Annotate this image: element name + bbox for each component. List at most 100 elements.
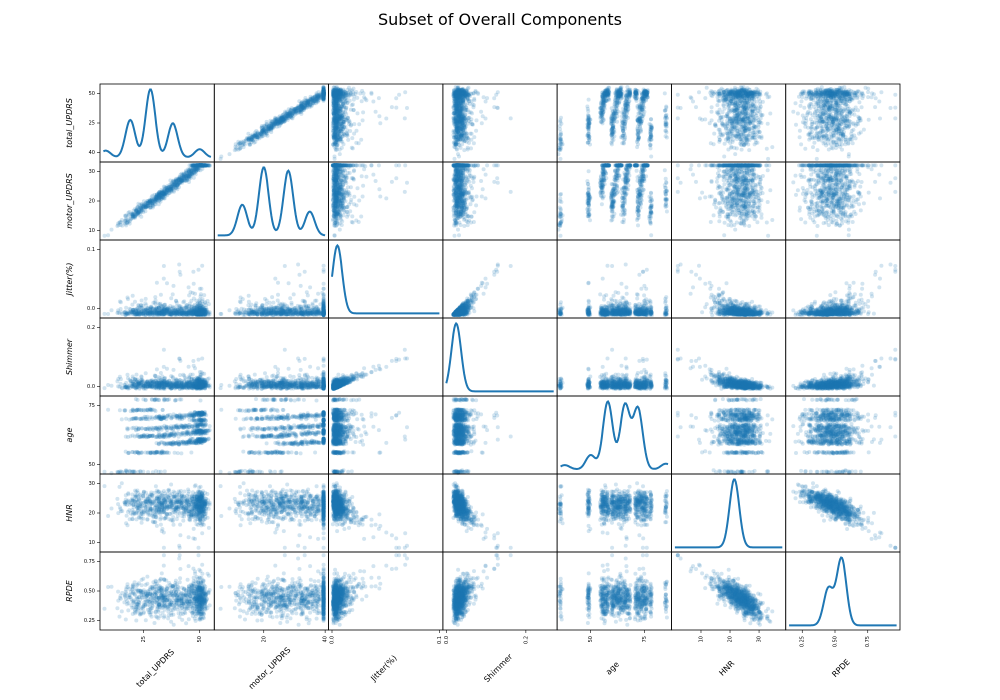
scatter-point xyxy=(586,113,590,117)
scatter-point xyxy=(339,107,343,111)
scatter-point xyxy=(342,142,346,146)
scatter-point xyxy=(587,98,591,102)
scatter-point xyxy=(283,111,287,115)
scatter-point xyxy=(469,120,473,124)
scatter-point xyxy=(256,136,260,140)
scatter-point xyxy=(635,132,639,136)
scatter-point xyxy=(356,111,360,115)
scatter-point xyxy=(587,121,591,125)
panel-total_UPDRS-vs-age xyxy=(557,84,672,162)
scatter-point xyxy=(467,141,471,145)
scatter-point xyxy=(294,112,298,116)
scatter-point xyxy=(458,111,462,115)
scatter-point xyxy=(480,121,484,125)
scatter-point xyxy=(270,120,274,124)
scatter-point xyxy=(464,136,468,140)
scatter-point xyxy=(456,90,460,94)
scatter-point xyxy=(649,155,653,159)
scatter-point xyxy=(306,104,310,108)
scatter-point xyxy=(269,127,273,131)
scatter-point xyxy=(247,142,251,146)
scatter-point xyxy=(663,91,667,95)
scatter-point xyxy=(252,141,256,145)
scatter-point xyxy=(332,118,336,122)
scatter-point xyxy=(344,99,348,103)
scatter-point xyxy=(272,125,276,129)
scatter-point xyxy=(632,95,636,99)
scatter-point xyxy=(452,136,456,140)
scatter-point xyxy=(310,103,314,107)
scatter-point xyxy=(494,93,498,97)
scatter-point xyxy=(558,127,562,131)
scatter-point xyxy=(459,93,463,97)
scatter-point xyxy=(357,122,361,126)
scatter-point xyxy=(472,103,476,107)
scatter-point xyxy=(332,111,336,115)
scatter-point xyxy=(335,117,339,121)
scatter-point xyxy=(394,106,398,110)
scatter-point xyxy=(733,152,737,156)
scatter-point xyxy=(635,99,639,103)
scatter-point xyxy=(474,89,478,93)
scatter-point xyxy=(338,152,342,156)
scatter-point xyxy=(334,93,338,97)
scatter-point xyxy=(460,117,464,121)
scatter-point xyxy=(463,113,467,117)
scatter-point xyxy=(322,99,326,103)
scatter-point xyxy=(294,107,298,111)
scatter-point xyxy=(377,114,381,118)
scatter-point xyxy=(636,128,640,132)
panel-total_UPDRS-vs-total_UPDRS xyxy=(100,84,214,162)
scatter-point xyxy=(623,101,627,105)
scatter-point xyxy=(454,104,458,108)
scatter-point xyxy=(453,157,457,161)
scatter-point xyxy=(352,122,356,126)
scatter-point xyxy=(609,117,613,121)
scatter-point xyxy=(275,120,279,124)
scatter-point xyxy=(351,92,355,96)
scatter-point xyxy=(384,117,388,121)
scatter-point xyxy=(623,111,627,115)
scatter-point xyxy=(620,136,624,140)
scatter-point xyxy=(484,100,488,104)
scatter-point xyxy=(378,121,382,125)
scatter-point xyxy=(343,105,347,109)
scatter-point xyxy=(350,146,354,150)
scatter-point xyxy=(346,138,350,142)
scatter-point xyxy=(559,157,563,161)
scatter-point xyxy=(694,105,698,109)
scatter-point xyxy=(641,114,645,118)
scatter-point xyxy=(649,123,653,127)
scatter-point xyxy=(705,86,709,90)
scatter-point xyxy=(466,87,470,91)
scatter-point xyxy=(370,92,374,96)
scatter-point xyxy=(623,117,627,121)
scatter-point xyxy=(340,100,344,104)
scatter-point xyxy=(479,110,483,114)
scatter-point xyxy=(339,136,343,140)
panel-total_UPDRS-vs-Shimmer xyxy=(443,84,557,162)
scatter-point xyxy=(371,100,375,104)
scatter-point xyxy=(610,142,614,146)
scatter-point xyxy=(333,142,337,146)
scatter-point xyxy=(219,157,223,161)
scatter-point xyxy=(312,99,316,103)
scatter-point xyxy=(619,94,623,98)
scatter-point xyxy=(234,148,238,152)
scatter-point xyxy=(350,136,354,140)
scatter-point xyxy=(664,113,668,117)
scatter-point xyxy=(459,125,463,129)
scatter-point xyxy=(611,113,615,117)
scatter-point xyxy=(470,111,474,115)
scatter-point xyxy=(299,110,303,114)
scatter-point xyxy=(638,111,642,115)
scatter-point xyxy=(344,131,348,135)
scatter-point xyxy=(336,99,340,103)
scatter-point xyxy=(599,120,603,124)
scatter-point xyxy=(254,129,258,133)
scatter-point xyxy=(623,127,627,131)
scatter-point xyxy=(459,134,463,138)
scatter-point xyxy=(352,87,356,91)
scatter-point xyxy=(641,100,645,104)
scatter-point xyxy=(362,95,366,99)
